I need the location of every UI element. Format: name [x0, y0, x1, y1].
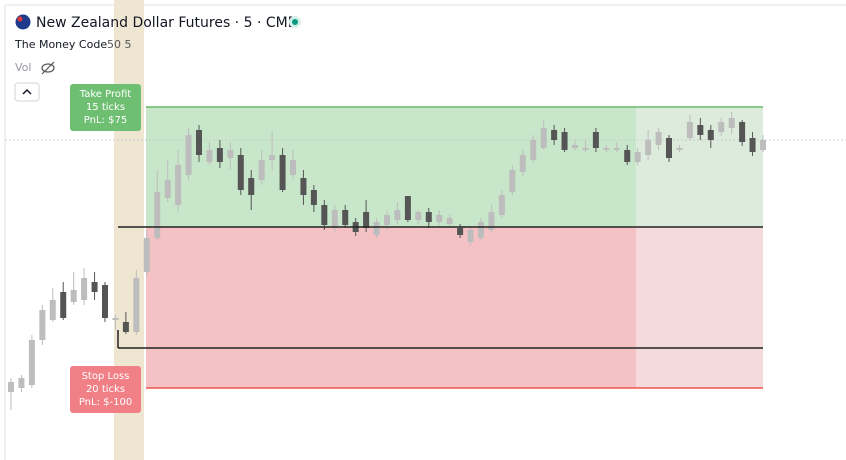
candle-body — [185, 135, 192, 175]
candle-body — [634, 152, 641, 162]
candle-body — [666, 138, 672, 158]
candle-body — [164, 180, 171, 198]
candle-body — [645, 140, 652, 155]
flag-icon — [15, 14, 31, 30]
candle-body — [154, 192, 161, 238]
candle-body — [363, 212, 370, 228]
tp-ticks: 15 ticks — [86, 102, 125, 113]
sl-title: Stop Loss — [82, 371, 130, 382]
loss-zone-future — [636, 227, 763, 388]
candle-body — [478, 222, 484, 238]
candle-body — [718, 122, 725, 132]
candle-body — [28, 340, 35, 385]
candle-body — [551, 130, 558, 140]
candle-body — [122, 322, 129, 332]
candle-body — [592, 132, 599, 148]
candle-body — [697, 125, 704, 135]
candle-body — [196, 130, 202, 155]
candle-body — [237, 155, 244, 190]
sl-ticks: 20 ticks — [86, 384, 125, 395]
candle-body — [8, 382, 14, 392]
take-profit-label — [70, 84, 141, 131]
tp-title: Take Profit — [79, 89, 132, 100]
candle-body — [624, 150, 631, 162]
candle-body — [457, 228, 464, 235]
candle-body — [404, 196, 411, 220]
candle-body — [258, 160, 265, 180]
sl-pnl: PnL: $-100 — [79, 397, 132, 408]
candle-body — [91, 282, 98, 292]
candle-body — [582, 148, 589, 150]
candle-body — [739, 122, 746, 142]
candle-body — [60, 292, 67, 318]
candle-body — [415, 212, 422, 220]
candle-body — [509, 170, 516, 192]
candle-body — [728, 118, 735, 128]
loss-zone — [146, 227, 636, 388]
candle-body — [342, 210, 349, 225]
candle-body — [707, 130, 714, 140]
candle-body — [81, 278, 88, 300]
candle-body — [749, 138, 756, 152]
candle-body — [290, 160, 296, 175]
tp-pnl: PnL: $75 — [84, 115, 127, 126]
candle-body — [49, 300, 56, 320]
symbol-title: New Zealand Dollar Futures · 5 · CME — [36, 15, 297, 31]
status-dot — [292, 19, 298, 25]
candle-body — [300, 178, 307, 195]
collapse-button[interactable] — [14, 82, 40, 102]
candle-body — [279, 155, 286, 190]
indicator-params: 50 5 — [107, 38, 132, 51]
candle-body — [248, 178, 255, 195]
caret-icon — [22, 88, 32, 95]
candle-body — [561, 132, 568, 150]
candle-body — [216, 148, 223, 162]
candle-body — [227, 150, 234, 158]
hide-icon[interactable] — [41, 61, 55, 75]
candle-body — [206, 150, 213, 162]
candle-body — [133, 278, 140, 332]
stop-loss-label — [70, 366, 141, 413]
candle-body — [488, 212, 495, 230]
candle-body — [686, 122, 693, 138]
candle-body — [572, 145, 578, 148]
candle-body — [425, 212, 432, 222]
volume-label[interactable]: Vol — [15, 61, 31, 74]
candle-body — [676, 148, 683, 150]
candle-body — [331, 210, 338, 228]
candle-body — [112, 318, 119, 320]
candle-body — [310, 190, 317, 205]
candle-body — [467, 230, 474, 242]
candle-body — [384, 215, 390, 225]
candle-body — [530, 140, 537, 160]
candle-body — [373, 222, 380, 235]
candle-body — [655, 132, 662, 145]
candle-body — [498, 195, 505, 215]
candle-body — [18, 378, 25, 388]
candle-body — [540, 128, 547, 148]
candle-body — [446, 218, 453, 224]
candle-body — [39, 310, 46, 340]
flag-detail — [17, 16, 23, 22]
candle-body — [143, 238, 150, 272]
candle-body — [436, 215, 443, 222]
candle-body — [175, 165, 182, 205]
candle-body — [321, 205, 328, 225]
candle-body — [603, 148, 610, 150]
candle-body — [70, 290, 77, 302]
candle-body — [613, 148, 620, 150]
candle-body — [102, 285, 108, 318]
candle-body — [519, 155, 526, 172]
indicator-name: The Money Code — [14, 38, 107, 51]
candle-body — [760, 140, 766, 150]
candle-body — [269, 155, 276, 160]
candle-body — [394, 210, 401, 220]
